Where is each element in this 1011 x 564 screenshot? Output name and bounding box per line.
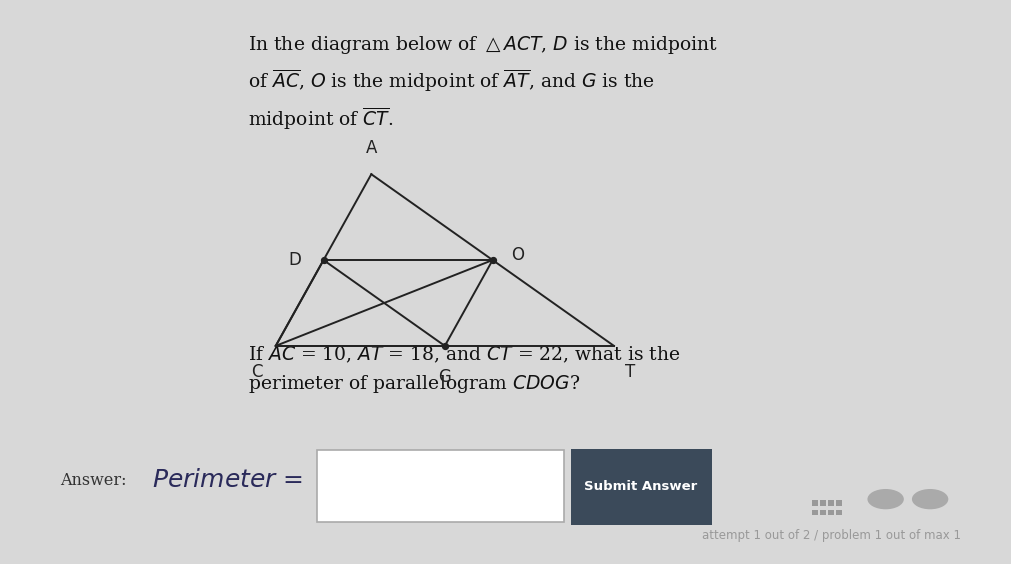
FancyBboxPatch shape bbox=[316, 450, 563, 522]
Bar bbox=[836, 500, 842, 506]
Bar bbox=[828, 500, 834, 506]
Point bbox=[484, 255, 500, 265]
Bar bbox=[828, 510, 834, 515]
Bar bbox=[820, 500, 826, 506]
Text: Answer:: Answer: bbox=[60, 472, 126, 489]
Bar bbox=[812, 500, 818, 506]
Text: G: G bbox=[439, 368, 451, 386]
Bar bbox=[820, 510, 826, 515]
Text: T: T bbox=[625, 363, 635, 381]
Text: If $\mathit{AC}$ = 10, $\mathit{AT}$ = 18, and $\mathit{CT}$ = 22, what is the
p: If $\mathit{AC}$ = 10, $\mathit{AT}$ = 1… bbox=[249, 344, 680, 395]
Text: $\mathit{Perimeter}$ =: $\mathit{Perimeter}$ = bbox=[152, 469, 303, 492]
Text: O: O bbox=[511, 246, 524, 264]
Text: D: D bbox=[288, 251, 301, 269]
Text: In the diagram below of $\triangle$$\mathit{ACT}$, $\mathit{D}$ is the midpoint
: In the diagram below of $\triangle$$\mat… bbox=[249, 34, 718, 132]
Point bbox=[437, 341, 453, 350]
Text: Submit Answer: Submit Answer bbox=[584, 480, 698, 493]
Bar bbox=[836, 510, 842, 515]
Text: −: − bbox=[923, 490, 937, 508]
FancyBboxPatch shape bbox=[571, 448, 712, 525]
Bar bbox=[812, 510, 818, 515]
Text: C: C bbox=[252, 363, 263, 381]
Text: A: A bbox=[366, 139, 377, 157]
Point bbox=[315, 255, 332, 265]
Text: attempt 1 out of 2 / problem 1 out of max 1: attempt 1 out of 2 / problem 1 out of ma… bbox=[702, 530, 960, 543]
Text: +: + bbox=[879, 490, 893, 508]
